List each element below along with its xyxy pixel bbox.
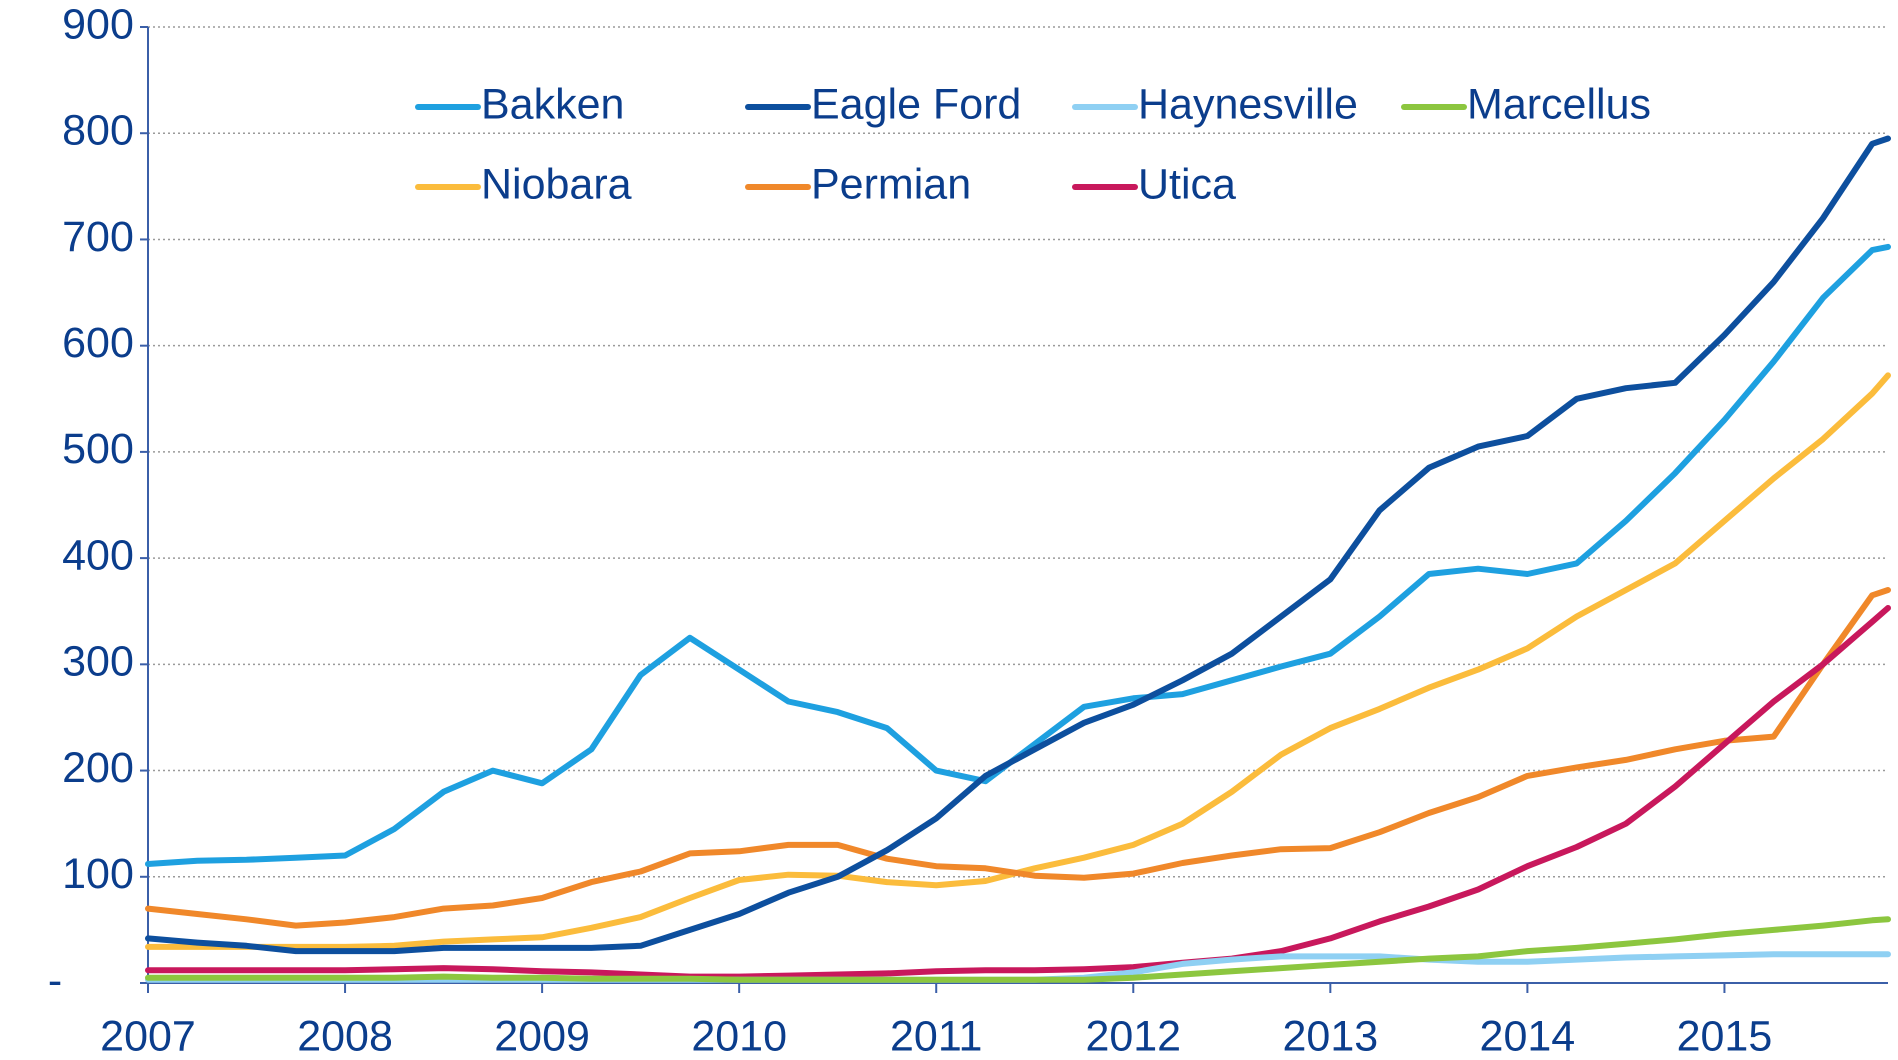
series-line (145, 587, 1891, 929)
series-line (145, 605, 1891, 980)
y-tick-label: 300 (62, 638, 134, 686)
y-tick-label: 400 (62, 531, 134, 579)
series-line (145, 135, 1891, 955)
legend-label: Eagle Ford (811, 80, 1021, 128)
legend-label: Utica (1138, 160, 1236, 208)
series-line (145, 243, 1891, 867)
y-tick-label: 600 (62, 319, 134, 367)
x-tick-label: 2010 (691, 1012, 787, 1060)
y-tick-label: 700 (62, 213, 134, 261)
y-tick-label: 200 (62, 744, 134, 792)
x-tick-label: 2009 (494, 1012, 590, 1060)
series-line (145, 916, 1891, 983)
y-tick-label: 100 (62, 850, 134, 898)
x-tick-label: 2011 (890, 1012, 982, 1060)
x-tick-label: 2014 (1480, 1012, 1576, 1060)
y-tick-label: - (48, 956, 62, 1004)
x-tick-label: 2015 (1677, 1012, 1773, 1060)
legend-label: Haynesville (1138, 80, 1358, 128)
series-line (145, 372, 1891, 950)
x-tick-label: 2012 (1085, 1012, 1181, 1060)
x-tick-label: 2008 (297, 1012, 393, 1060)
y-tick-label: 500 (62, 425, 134, 473)
legend-label: Niobara (481, 160, 632, 208)
y-tick-label: 800 (62, 107, 134, 155)
x-tick-label: 2013 (1282, 1012, 1378, 1060)
legend-label: Marcellus (1467, 80, 1651, 128)
legend-label: Bakken (481, 80, 624, 128)
x-tick-label: 2007 (100, 1012, 196, 1060)
y-tick-label: 900 (62, 0, 134, 48)
legend-label: Permian (811, 160, 971, 208)
